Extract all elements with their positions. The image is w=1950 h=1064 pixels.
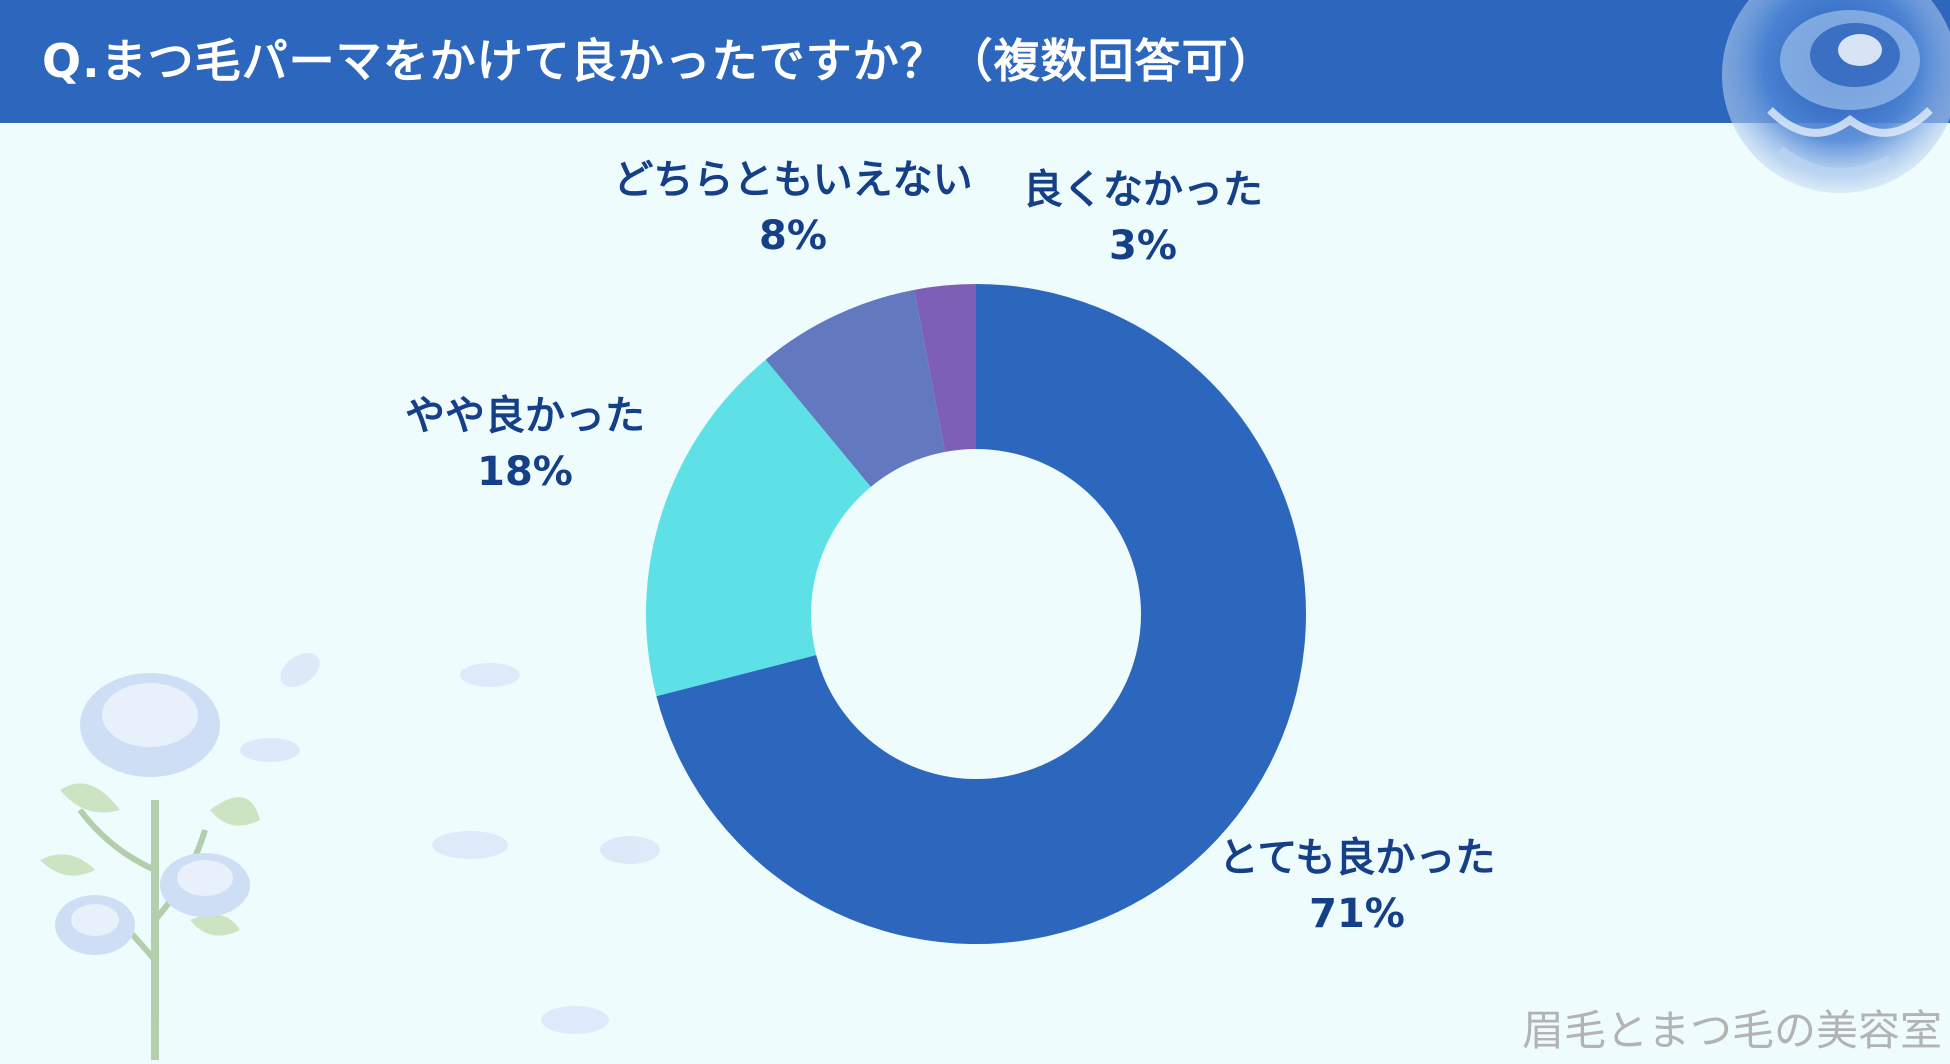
donut-slice-neutral [765, 289, 946, 487]
slice-name: とても良かった [1218, 835, 1496, 881]
header-bar: Q.まつ毛パーマをかけて良かったですか？（複数回答可） [0, 0, 1950, 123]
donut-slice-somewhat-good [646, 359, 871, 697]
chart-title: Q.まつ毛パーマをかけて良かったですか？（複数回答可） [42, 34, 1276, 88]
donut-slice-not-good [914, 284, 976, 452]
slice-percent: 3% [1109, 223, 1177, 269]
slice-name: やや良かった [405, 393, 645, 439]
slice-percent: 8% [759, 213, 827, 259]
slice-name: 良くなかった [1023, 167, 1263, 213]
slice-percent: 18% [477, 449, 573, 495]
slice-label-neutral: どちらともいえない 8% [573, 152, 1013, 264]
slice-label-not-good: 良くなかった 3% [923, 162, 1363, 274]
blue-rose-icon [1722, 0, 1950, 193]
slice-name: どちらともいえない [613, 157, 973, 203]
slice-label-somewhat-good: やや良かった 18% [305, 388, 745, 500]
slice-label-very-good: とても良かった 71% [1137, 830, 1577, 942]
watermark: 眉毛とまつ毛の美容室 [1521, 1006, 1942, 1055]
blue-rose-branch-icon [40, 652, 660, 1060]
slice-percent: 71% [1309, 891, 1405, 937]
donut-slice-very-good [656, 284, 1306, 944]
